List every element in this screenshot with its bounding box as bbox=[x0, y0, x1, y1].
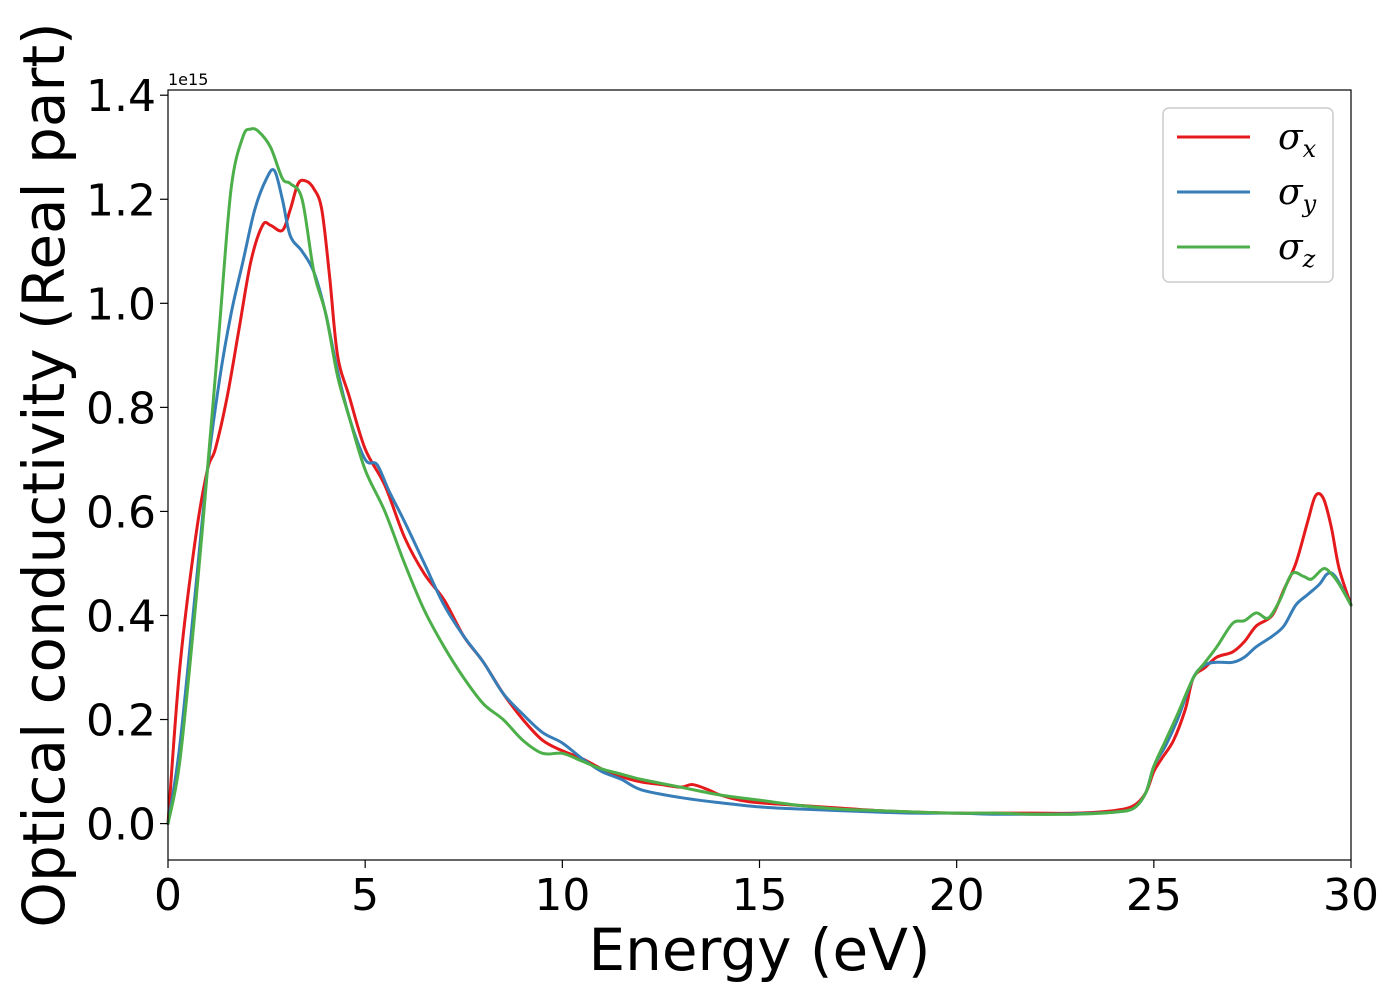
x-tick-label: 10 bbox=[534, 870, 590, 921]
series-line-y bbox=[166, 167, 1353, 826]
legend: σx σy σz bbox=[1162, 107, 1334, 283]
series-lines bbox=[166, 127, 1353, 826]
y-tick-label: 0.2 bbox=[86, 696, 156, 747]
x-tick-label: 25 bbox=[1126, 870, 1182, 921]
legend-label-z: σz bbox=[1278, 227, 1316, 273]
x-axis: 0 5 10 15 20 25 30 bbox=[154, 860, 1379, 921]
y-tick-label: 1.0 bbox=[86, 279, 156, 330]
y-tick-label: 0.8 bbox=[86, 383, 156, 434]
y-tick-label: 0.4 bbox=[86, 591, 156, 642]
x-tick-label: 15 bbox=[732, 870, 788, 921]
y-tick-label: 0.0 bbox=[86, 800, 156, 851]
legend-label-x: σx bbox=[1278, 117, 1317, 163]
x-tick-label: 30 bbox=[1323, 870, 1379, 921]
y-tick-label: 1.2 bbox=[86, 175, 156, 226]
x-tick-label: 5 bbox=[351, 870, 379, 921]
y-axis-label: Optical conductivity (Real part) bbox=[10, 22, 78, 927]
y-tick-label: 0.6 bbox=[86, 487, 156, 538]
y-tick-label: 1.4 bbox=[86, 71, 156, 122]
x-tick-label: 20 bbox=[929, 870, 985, 921]
x-tick-label: 0 bbox=[154, 870, 182, 921]
x-axis-label: Energy (eV) bbox=[588, 916, 930, 984]
legend-frame bbox=[1162, 107, 1334, 283]
legend-label-y: σy bbox=[1278, 172, 1317, 218]
series-line-z bbox=[166, 127, 1353, 826]
y-offset-label: 1e15 bbox=[168, 70, 208, 89]
y-axis: 0.0 0.2 0.4 0.6 0.8 1.0 1.2 1.4 bbox=[86, 71, 168, 851]
plot-area bbox=[168, 90, 1351, 860]
